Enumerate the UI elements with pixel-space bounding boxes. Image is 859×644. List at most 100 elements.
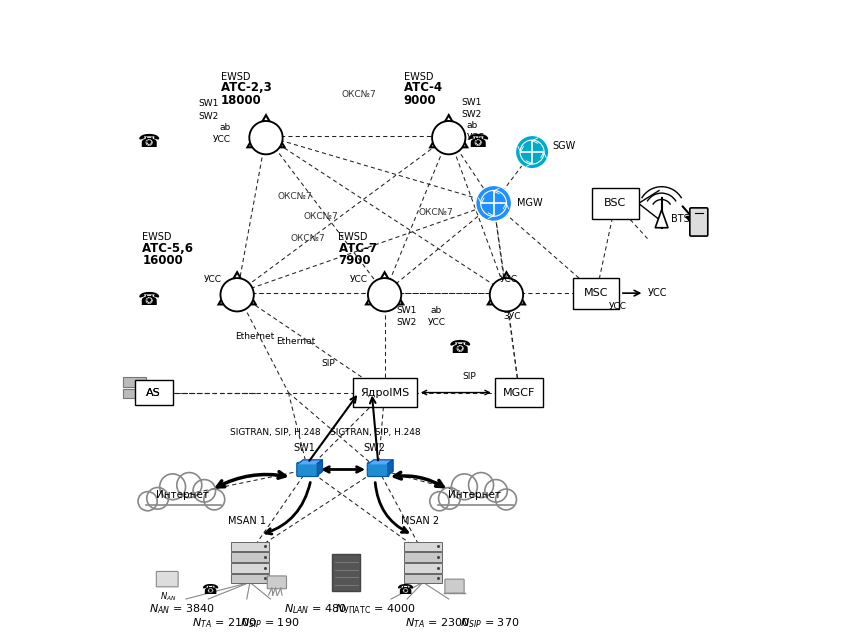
Text: УСС: УСС bbox=[429, 317, 446, 327]
FancyBboxPatch shape bbox=[593, 188, 638, 219]
Text: ОКС№7: ОКС№7 bbox=[418, 209, 454, 218]
Text: AS: AS bbox=[146, 388, 161, 397]
Circle shape bbox=[221, 278, 253, 312]
Text: AS: AS bbox=[146, 388, 161, 397]
FancyBboxPatch shape bbox=[135, 380, 173, 405]
Text: MSAN 2: MSAN 2 bbox=[401, 516, 439, 526]
Text: ☎: ☎ bbox=[449, 339, 472, 357]
Text: ОКС№7: ОКС№7 bbox=[342, 90, 376, 99]
Text: ОКС№7: ОКС№7 bbox=[290, 234, 325, 243]
Text: ☎: ☎ bbox=[397, 583, 414, 597]
Text: АТС-5,6: АТС-5,6 bbox=[143, 242, 194, 254]
Text: SW2: SW2 bbox=[363, 443, 386, 453]
Text: ЗУС: ЗУС bbox=[503, 312, 521, 321]
FancyBboxPatch shape bbox=[496, 378, 543, 407]
Text: Ethernet: Ethernet bbox=[235, 332, 275, 341]
Text: ОКС№7: ОКС№7 bbox=[303, 212, 338, 221]
Polygon shape bbox=[369, 460, 393, 464]
FancyBboxPatch shape bbox=[156, 571, 178, 587]
Circle shape bbox=[515, 135, 549, 169]
Text: Интернет: Интернет bbox=[448, 490, 501, 500]
FancyBboxPatch shape bbox=[332, 554, 360, 591]
Text: MGW: MGW bbox=[517, 198, 542, 209]
Circle shape bbox=[432, 121, 466, 155]
Text: $N_{AN}$: $N_{AN}$ bbox=[161, 590, 177, 603]
FancyBboxPatch shape bbox=[368, 462, 389, 477]
Circle shape bbox=[490, 278, 523, 312]
Polygon shape bbox=[655, 210, 668, 228]
Text: $N_{SIP}$ = 370: $N_{SIP}$ = 370 bbox=[460, 616, 520, 630]
Circle shape bbox=[368, 278, 401, 312]
Text: ═: ═ bbox=[165, 576, 172, 587]
Text: УСС: УСС bbox=[648, 288, 667, 298]
Polygon shape bbox=[387, 460, 393, 475]
FancyBboxPatch shape bbox=[352, 378, 417, 407]
Text: ЯдроIMS: ЯдроIMS bbox=[360, 388, 409, 397]
Text: EWSD: EWSD bbox=[221, 71, 251, 82]
Text: EWSD: EWSD bbox=[404, 71, 433, 82]
Text: УСС: УСС bbox=[466, 133, 484, 142]
Circle shape bbox=[249, 121, 283, 155]
Text: ☎: ☎ bbox=[137, 290, 160, 308]
Text: Ethernet: Ethernet bbox=[277, 337, 316, 346]
Text: EWSD: EWSD bbox=[338, 232, 368, 242]
Text: ОКС№7: ОКС№7 bbox=[277, 193, 312, 202]
FancyBboxPatch shape bbox=[231, 542, 269, 551]
Text: SIP: SIP bbox=[462, 372, 476, 381]
Text: АТС-4: АТС-4 bbox=[404, 81, 443, 95]
Text: ▬: ▬ bbox=[161, 570, 176, 585]
Text: BSC: BSC bbox=[605, 198, 626, 209]
Text: MGCF: MGCF bbox=[503, 388, 535, 397]
FancyBboxPatch shape bbox=[404, 563, 442, 573]
Text: SGW: SGW bbox=[552, 140, 576, 151]
Text: $N_{SIP}$ = 190: $N_{SIP}$ = 190 bbox=[241, 616, 300, 630]
FancyBboxPatch shape bbox=[404, 553, 442, 562]
Text: SW2: SW2 bbox=[461, 110, 482, 119]
Text: BTS: BTS bbox=[671, 214, 690, 224]
Text: SIP: SIP bbox=[321, 359, 335, 368]
FancyBboxPatch shape bbox=[231, 574, 269, 583]
Text: УСС: УСС bbox=[609, 302, 627, 311]
Text: SW2: SW2 bbox=[397, 317, 417, 327]
Text: SW1: SW1 bbox=[397, 306, 417, 315]
FancyBboxPatch shape bbox=[123, 377, 146, 387]
Text: ab: ab bbox=[430, 306, 442, 315]
Polygon shape bbox=[298, 460, 322, 464]
Text: SW1: SW1 bbox=[198, 99, 219, 108]
Text: УСС: УСС bbox=[204, 274, 222, 283]
FancyBboxPatch shape bbox=[445, 579, 464, 593]
Text: УСС: УСС bbox=[213, 135, 231, 144]
FancyBboxPatch shape bbox=[404, 574, 442, 583]
Text: EWSD: EWSD bbox=[143, 232, 172, 242]
Text: SW1: SW1 bbox=[293, 443, 314, 453]
Text: SW1: SW1 bbox=[461, 98, 482, 107]
Text: АТС-7: АТС-7 bbox=[338, 242, 377, 254]
Text: АТС-2,3: АТС-2,3 bbox=[221, 81, 273, 95]
Text: УСС: УСС bbox=[350, 274, 368, 283]
FancyBboxPatch shape bbox=[267, 576, 287, 589]
FancyBboxPatch shape bbox=[231, 563, 269, 573]
FancyBboxPatch shape bbox=[573, 278, 619, 308]
Text: SW2: SW2 bbox=[198, 112, 219, 121]
Text: MSAN 1: MSAN 1 bbox=[228, 516, 265, 526]
Text: 18000: 18000 bbox=[221, 94, 262, 107]
FancyBboxPatch shape bbox=[690, 208, 708, 236]
Text: $N_{LAN}$ = 480: $N_{LAN}$ = 480 bbox=[284, 602, 347, 616]
Text: 16000: 16000 bbox=[143, 254, 183, 267]
Text: ☎: ☎ bbox=[137, 133, 160, 151]
FancyBboxPatch shape bbox=[404, 542, 442, 551]
Text: SIGTRAN, SIP, H.248: SIGTRAN, SIP, H.248 bbox=[330, 428, 420, 437]
Circle shape bbox=[476, 185, 512, 222]
Text: 7900: 7900 bbox=[338, 254, 371, 267]
Text: ab: ab bbox=[466, 121, 478, 130]
Text: ab: ab bbox=[219, 123, 230, 132]
Text: 9000: 9000 bbox=[404, 94, 436, 107]
FancyBboxPatch shape bbox=[123, 389, 146, 398]
Text: $N_{TA}$ = 2100: $N_{TA}$ = 2100 bbox=[192, 616, 257, 630]
Text: MSC: MSC bbox=[584, 288, 608, 298]
Text: УСС: УСС bbox=[500, 274, 518, 283]
Text: ☎: ☎ bbox=[466, 133, 489, 151]
Text: ☎: ☎ bbox=[202, 583, 219, 597]
Text: $N_{TA}$ = 2300: $N_{TA}$ = 2300 bbox=[405, 616, 470, 630]
Text: SIGTRAN, SIP, H.248: SIGTRAN, SIP, H.248 bbox=[230, 428, 321, 437]
